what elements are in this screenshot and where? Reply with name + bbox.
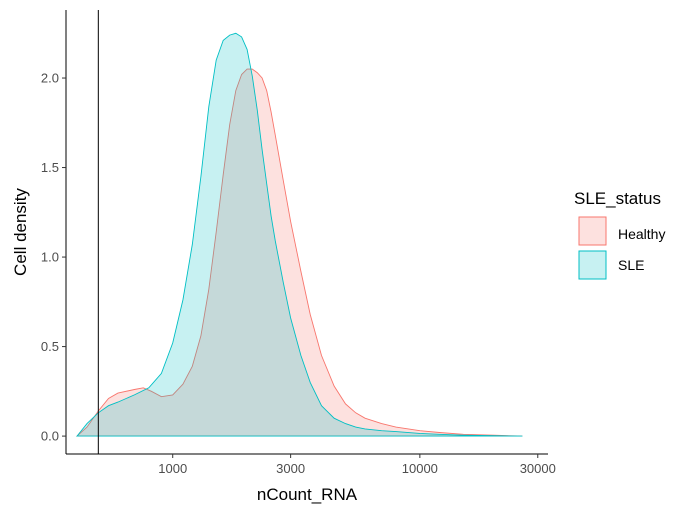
x-axis-title: nCount_RNA	[257, 485, 358, 504]
x-tick-label: 1000	[158, 461, 187, 476]
density-area-sle	[76, 32, 523, 437]
legend-key-healthy	[578, 216, 607, 246]
y-axis-ticks: 0.0 0.5 1.0 1.5 2.0	[41, 71, 66, 444]
x-tick-label: 30000	[520, 461, 556, 476]
legend-title: SLE_status	[574, 189, 661, 208]
density-areas	[75, 32, 523, 437]
y-tick-label: 0.5	[41, 339, 59, 354]
x-axis-ticks: 1000 3000 10000 30000	[158, 454, 556, 476]
y-axis-title: Cell density	[11, 188, 30, 276]
y-tick-label: 0.0	[41, 429, 59, 444]
y-tick-label: 2.0	[41, 71, 59, 86]
x-tick-label: 3000	[276, 461, 305, 476]
y-tick-label: 1.0	[41, 250, 59, 265]
legend-label-sle: SLE	[618, 257, 644, 273]
legend: SLE_status Healthy SLE	[574, 189, 665, 280]
legend-key-sle	[578, 250, 607, 280]
legend-label-healthy: Healthy	[618, 226, 665, 242]
y-tick-label: 1.5	[41, 160, 59, 175]
x-tick-label: 10000	[402, 461, 438, 476]
density-area-healthy	[75, 68, 523, 437]
